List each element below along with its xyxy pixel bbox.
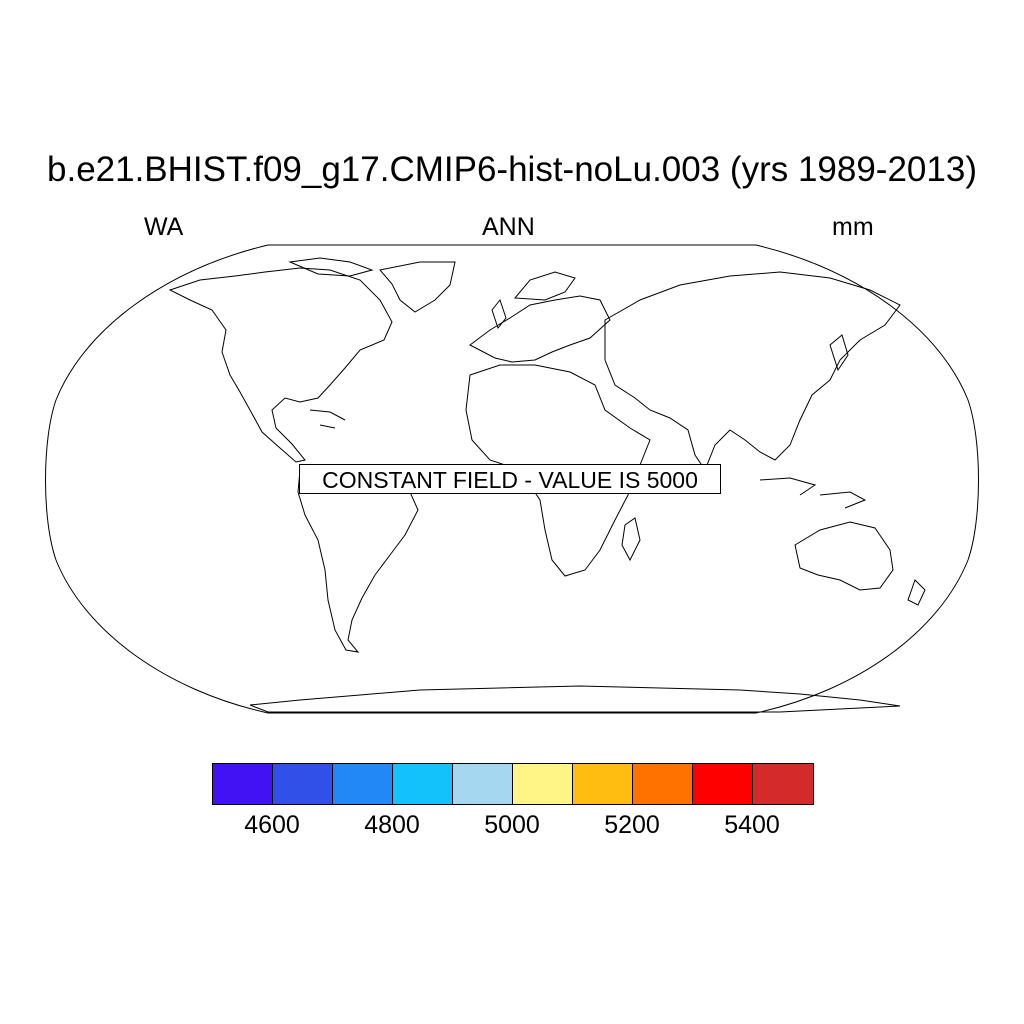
plot-title: b.e21.BHIST.f09_g17.CMIP6-hist-noLu.003 … [47, 150, 977, 189]
coastline-asia [604, 271, 901, 472]
map-frame [45, 244, 979, 714]
colorbar-box [573, 764, 633, 804]
coastline-south-america [297, 467, 419, 653]
colorbar-box [273, 764, 333, 804]
colorbar-tick-label: 5400 [724, 811, 780, 839]
coastline-scandinavia [513, 271, 576, 301]
coastline-europe [469, 295, 611, 363]
colorbar-tick-label: 4800 [364, 811, 420, 839]
colorbar-box [633, 764, 693, 804]
coastline-australia [794, 521, 894, 591]
colorbar-tick-label: 4600 [244, 811, 300, 839]
coastline-caribbean [309, 409, 346, 429]
coastline-british-isles [491, 298, 507, 330]
colorbar-box [753, 764, 813, 804]
coastline-north-america [168, 267, 393, 463]
colorbar-box [513, 764, 573, 804]
colorbar [212, 763, 814, 805]
coastline-madagascar [621, 517, 641, 562]
coastline-maritime-continent [759, 477, 867, 509]
coastline-japan [829, 334, 849, 372]
colorbar-box [213, 764, 273, 804]
colorbar-box [453, 764, 513, 804]
colorbar-box [333, 764, 393, 804]
colorbar-box [693, 764, 753, 804]
variable-name: WA [144, 213, 184, 241]
constant-field-label: CONSTANT FIELD - VALUE IS 5000 [299, 464, 721, 494]
coastline-greenland [379, 261, 456, 313]
colorbar-tick-label: 5000 [484, 811, 540, 839]
units-label: mm [832, 213, 874, 241]
colorbar-box [393, 764, 453, 804]
season-label: ANN [482, 213, 535, 241]
coastline-new-zealand [907, 579, 926, 606]
coastline-arctic-islands [288, 257, 374, 277]
colorbar-tick-label: 5200 [604, 811, 660, 839]
coastline-antarctica [249, 685, 901, 713]
